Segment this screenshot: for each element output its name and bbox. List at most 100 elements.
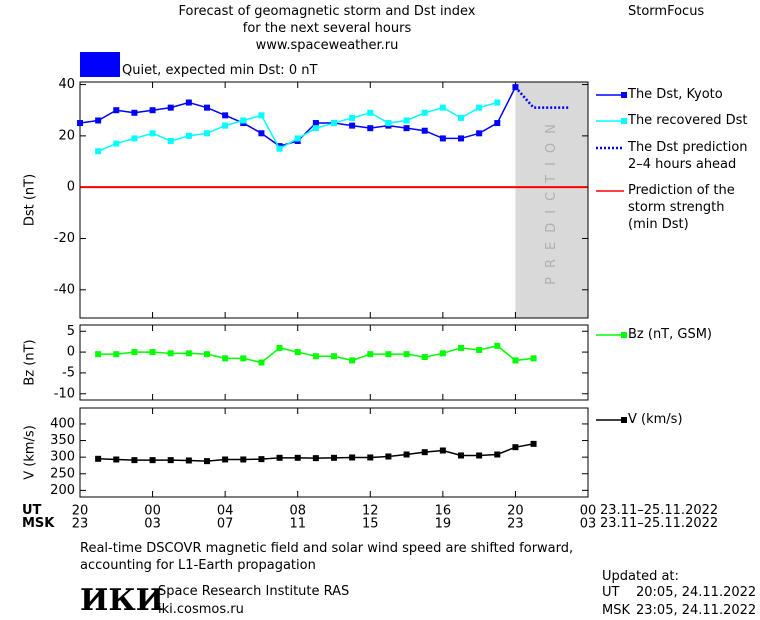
data-point	[331, 454, 337, 461]
data-point	[167, 457, 174, 464]
brand: StormFocus	[628, 4, 705, 19]
data-point	[494, 120, 501, 127]
data-point	[367, 125, 374, 132]
data-point	[421, 127, 428, 134]
updated-msk-label: MSK	[602, 603, 630, 618]
msk-tick-label: 15	[362, 517, 379, 532]
data-point	[367, 351, 374, 358]
data-point	[240, 117, 247, 124]
y-axis-label: V (km/s)	[23, 425, 38, 480]
title-line: www.spaceweather.ru	[255, 38, 399, 53]
data-point	[312, 120, 319, 127]
data-point	[185, 99, 192, 106]
data-point	[95, 148, 102, 155]
y-tick-label: -5	[62, 365, 75, 380]
data-point	[476, 452, 483, 459]
data-point	[494, 99, 501, 106]
msk-tick-label: 03	[144, 517, 161, 532]
data-point	[222, 112, 229, 119]
data-point	[276, 454, 283, 461]
y-tick-label: 5	[67, 324, 75, 339]
data-point	[95, 351, 102, 358]
updated-ut-label: UT	[602, 585, 620, 600]
data-point	[185, 457, 192, 464]
plot-frame	[79, 324, 589, 401]
prediction-region	[515, 82, 588, 318]
msk-tick-label: 11	[289, 517, 306, 532]
data-point	[276, 145, 283, 152]
data-point	[185, 350, 192, 357]
legend-label: V (km/s)	[628, 412, 683, 427]
data-point	[222, 122, 229, 129]
data-point	[512, 357, 519, 364]
data-point	[312, 455, 319, 462]
title-line: for the next several hours	[242, 21, 412, 36]
y-tick-label: 200	[50, 483, 75, 498]
data-point	[494, 451, 501, 458]
legend-marker	[621, 332, 627, 338]
updated-label: Updated at:	[602, 569, 679, 584]
data-point	[349, 122, 356, 129]
x-tick-label: 04	[217, 504, 234, 519]
data-point	[294, 349, 301, 356]
data-point	[240, 355, 247, 362]
msk-dates: 23.11–25.11.2022	[600, 516, 719, 531]
data-point	[167, 350, 174, 357]
data-point	[367, 109, 374, 116]
data-point	[149, 107, 156, 114]
data-point	[149, 130, 156, 137]
x-tick-label: 20	[507, 504, 524, 519]
data-point	[385, 351, 392, 358]
legend-label: Bz (nT, GSM)	[628, 327, 713, 342]
data-point	[403, 351, 410, 358]
data-point	[439, 447, 446, 454]
y-axis-label: Dst (nT)	[23, 174, 38, 226]
legend-marker	[621, 417, 627, 423]
data-point	[349, 114, 356, 121]
institute: Space Research Institute RAS	[158, 584, 350, 599]
data-point	[403, 117, 410, 124]
data-point	[113, 140, 120, 147]
data-point	[367, 454, 374, 461]
x-tick-label: 08	[289, 504, 306, 519]
data-point	[458, 344, 464, 351]
data-point	[276, 344, 283, 351]
data-point	[294, 454, 301, 461]
msk-tick-label: 23	[72, 517, 89, 532]
data-point	[113, 107, 120, 114]
data-point	[349, 357, 356, 364]
data-point	[204, 130, 210, 137]
data-point	[512, 444, 519, 451]
data-point	[385, 453, 392, 460]
legend-label: The recovered Dst	[628, 113, 748, 128]
data-point	[385, 120, 392, 127]
data-point	[131, 135, 138, 142]
data-point	[258, 112, 265, 119]
data-point	[403, 125, 410, 132]
y-axis-label: Bz (nT)	[23, 339, 38, 385]
footer-note: Real-time DSCOVR magnetic field and sola…	[80, 541, 574, 573]
data-point	[494, 342, 501, 349]
legend-label: Prediction of the storm strength (min Ds…	[628, 183, 735, 232]
legend-label: The Dst, Kyoto	[628, 87, 723, 102]
data-point	[131, 349, 138, 356]
series-line	[514, 86, 570, 109]
data-point	[476, 104, 483, 111]
status-text: Quiet, expected min Dst: 0 nT	[122, 63, 318, 78]
site: iki.cosmos.ru	[158, 602, 244, 617]
x-tick-label: 20	[72, 504, 89, 519]
x-tick-label: 00	[144, 504, 161, 519]
legend-marker	[621, 92, 627, 98]
data-point	[240, 456, 247, 463]
x-tick-label: 12	[362, 504, 379, 519]
title-line: Forecast of geomagnetic storm and Dst in…	[178, 4, 476, 19]
data-point	[204, 104, 210, 111]
data-point	[530, 440, 537, 447]
data-point	[421, 354, 428, 361]
msk-tick-label: 07	[217, 517, 234, 532]
data-point	[439, 104, 446, 111]
data-point	[113, 351, 120, 358]
data-point	[258, 359, 265, 366]
ut-dates: 23.11–25.11.2022	[600, 503, 719, 518]
